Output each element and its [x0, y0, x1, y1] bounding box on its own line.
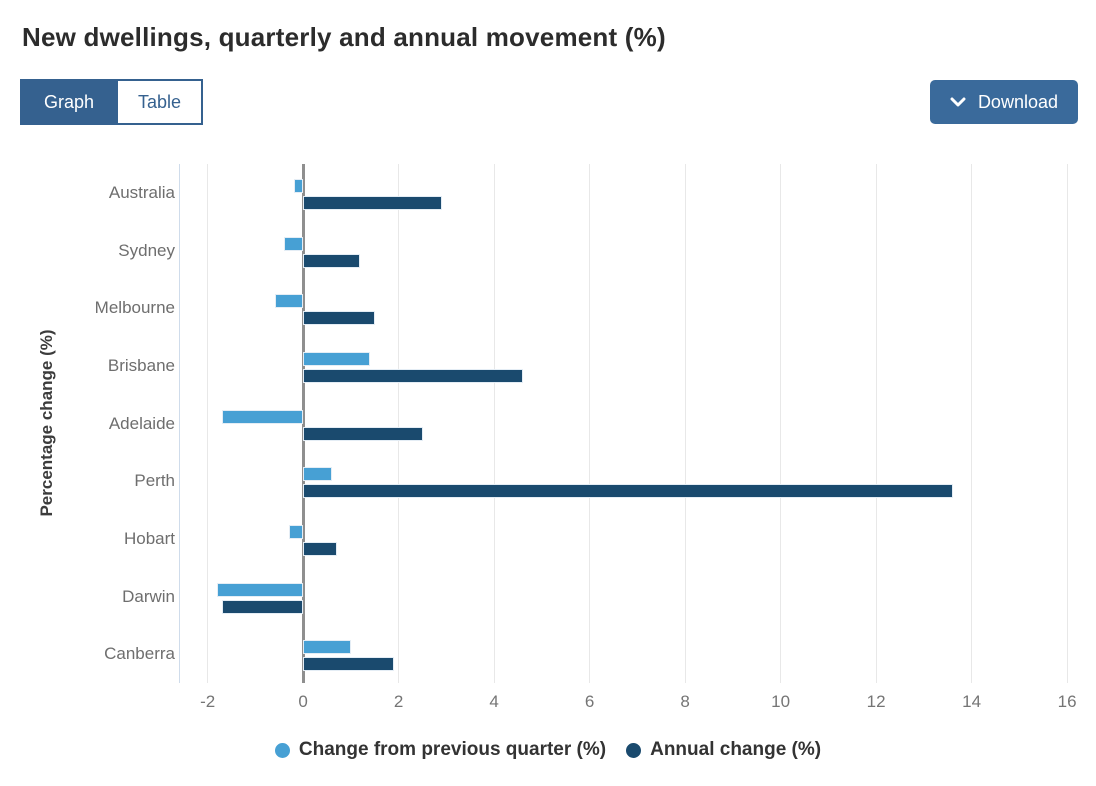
category-label: Adelaide: [108, 413, 175, 433]
bar-canberra-annual: [303, 657, 394, 672]
bar-perth-annual: [303, 484, 953, 499]
bar-sydney-annual: [303, 253, 361, 268]
bar-sydney-quarterly: [284, 236, 304, 251]
bar-canberra-quarterly: [303, 640, 351, 655]
bar-hobart-annual: [303, 542, 337, 556]
bar-australia-quarterly: [293, 179, 304, 193]
plot-left-border: [178, 164, 180, 683]
category-label: Australia: [108, 183, 175, 202]
bar-brisbane-quarterly: [303, 352, 370, 366]
legend-marker-icon: [274, 742, 290, 758]
x-tick-label: -2: [200, 692, 216, 711]
bar-brisbane-annual: [303, 369, 523, 383]
legend-item[interactable]: Change from previous quarter (%): [274, 739, 607, 761]
legend-item[interactable]: Annual change (%): [626, 739, 821, 761]
category-label: Brisbane: [107, 356, 175, 375]
x-tick-label: 4: [489, 692, 499, 711]
category-label: Perth: [134, 471, 175, 491]
x-tick-label: 10: [771, 692, 791, 711]
x-tick-label: 16: [1057, 692, 1077, 711]
gridline: [971, 164, 973, 683]
bar-hobart-quarterly: [288, 525, 304, 539]
bar-perth-quarterly: [303, 467, 332, 482]
bar-melbourne-quarterly: [274, 294, 304, 309]
category-label: Canberra: [104, 644, 175, 664]
bar-adelaide-annual: [303, 426, 423, 441]
download-label: Download: [977, 91, 1058, 112]
x-tick-label: 6: [584, 692, 595, 711]
category-label: Melbourne: [94, 298, 175, 318]
tab-table[interactable]: Table: [116, 81, 202, 123]
legend-label: Annual change (%): [650, 739, 822, 760]
bar-darwin-annual: [221, 599, 304, 614]
gridline: [207, 164, 209, 683]
x-tick-label: 14: [962, 692, 982, 711]
x-tick-label: 0: [298, 692, 308, 711]
x-tick-label: 12: [866, 692, 886, 711]
gridline: [493, 164, 495, 683]
bar-adelaide-quarterly: [221, 409, 304, 424]
gridline: [398, 164, 400, 683]
legend-label: Change from previous quarter (%): [298, 739, 607, 760]
x-tick-label: 8: [680, 692, 690, 711]
download-button[interactable]: Download: [929, 80, 1078, 124]
tab-graph[interactable]: Graph: [22, 81, 117, 123]
bar-melbourne-annual: [303, 311, 375, 326]
chevron-down-icon: [950, 97, 966, 107]
bar-australia-annual: [303, 196, 442, 210]
chart-legend: Change from previous quarter (%) Annual c…: [0, 739, 1096, 761]
x-tick-label: 2: [393, 692, 404, 711]
gridline: [875, 164, 877, 683]
bar-darwin-quarterly: [217, 582, 304, 597]
category-label: Hobart: [123, 529, 175, 548]
category-label: Sydney: [118, 240, 175, 260]
gridline: [1066, 164, 1068, 683]
legend-marker-icon: [626, 742, 642, 758]
page-title: New dwellings, quarterly and annual move…: [22, 22, 666, 52]
gridline: [684, 164, 686, 683]
view-toggle: Graph Table: [20, 79, 204, 125]
zero-line: [301, 164, 305, 683]
category-label: Darwin: [122, 586, 175, 606]
gridline: [780, 164, 782, 683]
gridline: [589, 164, 591, 683]
